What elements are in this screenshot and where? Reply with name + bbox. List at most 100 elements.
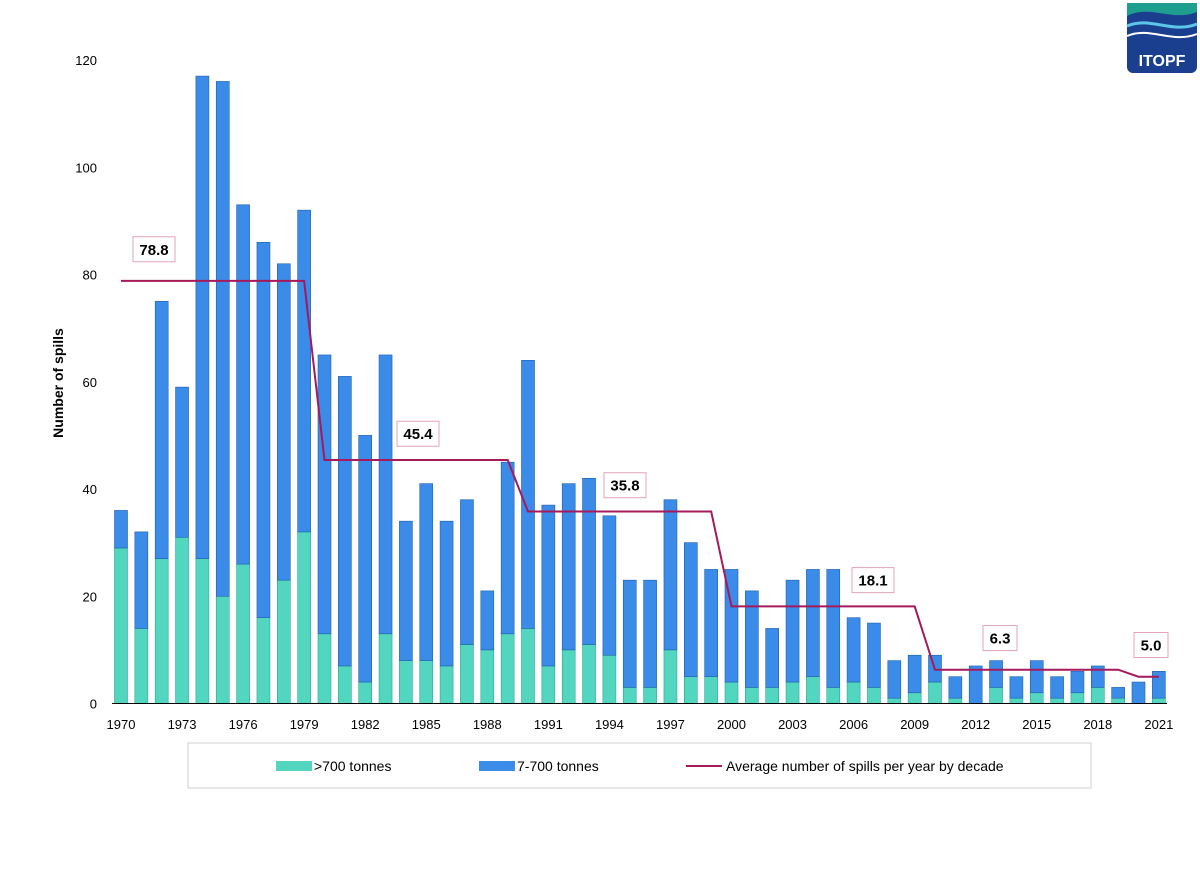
y-axis-ticks: 0 20 40 60 80 100 120 — [75, 53, 97, 712]
bar-7-700 — [724, 569, 739, 683]
bar-over-700 — [1070, 692, 1085, 704]
logo-wave-mid — [1126, 21, 1198, 29]
bar-over-700 — [704, 676, 718, 704]
x-tick-label: 1985 — [412, 717, 441, 732]
bar-7-700 — [602, 515, 617, 656]
bar-7-700 — [521, 359, 535, 629]
bar-7-700 — [1009, 676, 1024, 699]
bar-7-700 — [622, 579, 637, 688]
x-tick-label: 1991 — [534, 717, 563, 732]
average-label: 18.1 — [858, 573, 887, 590]
itopf-logo: ITOPF — [1126, 3, 1198, 73]
legend-label-average: Average number of spills per year by dec… — [726, 758, 1004, 774]
bar-over-700 — [989, 687, 1003, 704]
bar-over-700 — [460, 644, 474, 704]
bar-over-700 — [236, 563, 250, 704]
bar-7-700 — [1131, 681, 1146, 704]
bar-7-700 — [867, 622, 881, 688]
average-label-box — [396, 420, 440, 447]
bar-7-700 — [338, 376, 352, 667]
bar-7-700 — [582, 477, 596, 645]
bar-over-700 — [1009, 697, 1024, 704]
bar-7-700 — [154, 301, 169, 560]
y-tick-label: 0 — [90, 697, 97, 712]
bar-over-700 — [215, 595, 230, 704]
logo-wave-low — [1126, 31, 1198, 39]
bar-7-700 — [948, 676, 963, 699]
bar-over-700 — [846, 681, 861, 704]
x-tick-label: 2006 — [839, 717, 868, 732]
average-label: 35.8 — [610, 478, 639, 495]
x-tick-label: 1994 — [595, 717, 624, 732]
bars — [114, 75, 1166, 704]
bar-over-700 — [683, 676, 698, 704]
bar-7-700 — [460, 499, 474, 645]
bar-over-700 — [806, 676, 820, 704]
y-tick-label: 40 — [83, 482, 97, 497]
bar-over-700 — [399, 660, 413, 704]
bar-over-700 — [826, 687, 841, 704]
bar-7-700 — [134, 531, 149, 629]
bar-7-700 — [480, 590, 495, 651]
x-tick-label: 2012 — [961, 717, 990, 732]
bar-7-700 — [215, 81, 230, 597]
bar-over-700 — [378, 633, 393, 704]
bar-over-700 — [297, 531, 311, 704]
bar-over-700 — [602, 654, 617, 704]
x-tick-label: 1979 — [290, 717, 319, 732]
bar-over-700 — [276, 579, 291, 704]
bar-7-700 — [745, 590, 759, 688]
y-tick-label: 120 — [75, 53, 97, 68]
bar-over-700 — [500, 633, 515, 704]
bar-7-700 — [236, 204, 250, 565]
bar-over-700 — [480, 649, 495, 704]
average-label: 45.4 — [403, 426, 433, 443]
average-label-box — [132, 236, 176, 263]
bar-over-700 — [114, 547, 128, 704]
x-tick-label: 2009 — [900, 717, 929, 732]
bar-7-700 — [114, 510, 128, 549]
logo-text: ITOPF — [1139, 53, 1186, 70]
bar-over-700 — [439, 665, 454, 704]
bar-7-700 — [826, 569, 841, 688]
bar-over-700 — [338, 665, 352, 704]
bar-7-700 — [399, 520, 413, 661]
bar-over-700 — [867, 687, 881, 704]
bar-7-700 — [663, 499, 678, 651]
bar-over-700 — [643, 687, 657, 704]
bar-over-700 — [419, 660, 434, 704]
logo-background — [1127, 3, 1197, 73]
bar-7-700 — [500, 461, 515, 635]
bar-over-700 — [561, 649, 576, 704]
bar-over-700 — [745, 687, 759, 704]
y-tick-label: 100 — [75, 160, 97, 175]
bar-7-700 — [1111, 687, 1125, 699]
bar-over-700 — [622, 687, 637, 704]
y-tick-label: 80 — [83, 268, 97, 283]
bar-7-700 — [1070, 671, 1085, 694]
legend-swatch-7-700 — [479, 761, 515, 771]
x-tick-label: 1982 — [351, 717, 380, 732]
x-tick-label: 2015 — [1022, 717, 1051, 732]
bar-over-700 — [1111, 697, 1125, 704]
bar-7-700 — [907, 654, 922, 694]
bar-7-700 — [643, 579, 657, 688]
bar-7-700 — [317, 354, 332, 635]
legend-swatch-over-700 — [276, 761, 312, 771]
x-tick-label: 2021 — [1144, 717, 1173, 732]
legend-label-7-700: 7-700 tonnes — [517, 758, 599, 774]
x-tick-label: 1973 — [168, 717, 197, 732]
bar-over-700 — [1050, 697, 1064, 704]
average-label-box — [851, 567, 895, 594]
bar-7-700 — [419, 483, 434, 661]
x-tick-label: 1997 — [656, 717, 685, 732]
bar-7-700 — [378, 354, 393, 635]
bar-over-700 — [1029, 692, 1044, 704]
bar-over-700 — [765, 687, 780, 704]
bar-over-700 — [358, 681, 373, 704]
average-label-box — [982, 625, 1018, 652]
y-tick-label: 60 — [83, 375, 97, 390]
x-tick-label: 1988 — [473, 717, 502, 732]
bar-over-700 — [154, 558, 169, 704]
